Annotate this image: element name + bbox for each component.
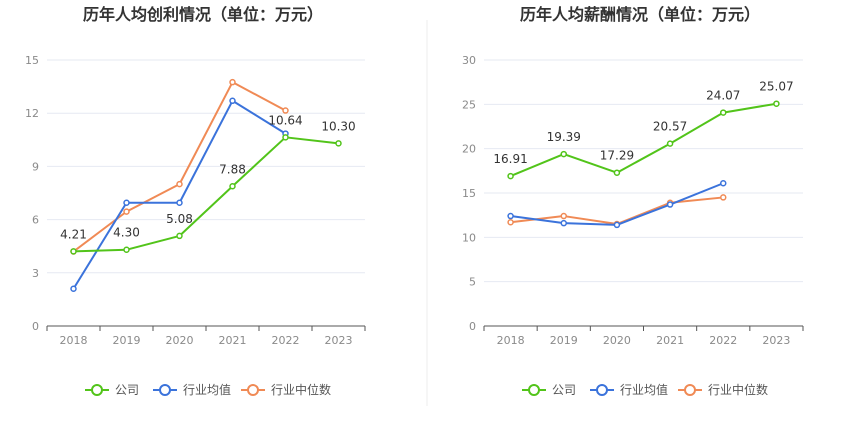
y-tick-label: 9 (32, 160, 39, 173)
chart-panel-2: 历年人均薪酬情况（单位：万元） 0 5 10 15 20 25 30 2018 2019 2020 2… (462, 5, 804, 397)
legend-item-0[interactable]: 公司 (522, 383, 576, 397)
legend-label: 行业均值 (183, 382, 231, 397)
legend-item-2[interactable]: 行业中位数 (678, 382, 768, 397)
data-point (282, 134, 289, 141)
data-point (282, 107, 289, 114)
legend-item-1[interactable]: 行业均值 (153, 382, 231, 397)
data-label: 10.30 (321, 119, 355, 133)
chart-panel-1: 历年人均创利情况（单位：万元） 0 3 6 9 12 15 2018 2019 2020 2021 2… (25, 5, 366, 397)
legend-item-1[interactable]: 行业均值 (590, 382, 668, 397)
data-point (613, 169, 621, 176)
data-point (229, 78, 236, 86)
data-point (123, 208, 130, 215)
x-tick-label: 2020 (166, 334, 194, 347)
data-point (560, 219, 567, 227)
legend-label: 行业中位数 (708, 382, 768, 397)
x-tick-label: 2023 (325, 334, 353, 347)
data-point (666, 201, 674, 208)
data-point (720, 194, 727, 201)
data-point (507, 172, 514, 180)
data-point (560, 150, 567, 158)
legend-label: 公司 (552, 383, 576, 397)
data-point (613, 221, 621, 229)
y-tick-label: 3 (32, 267, 39, 280)
data-point (720, 109, 727, 116)
data-point (176, 180, 183, 188)
data-point (335, 140, 342, 147)
data-point (229, 183, 236, 190)
x-tick-label: 2019 (550, 334, 578, 347)
data-point (176, 232, 183, 240)
y-tick-label: 12 (25, 107, 39, 120)
legend-marker (528, 384, 540, 396)
data-point (773, 100, 780, 107)
data-label: 5.08 (166, 212, 193, 226)
series-line-1 (72, 99, 287, 290)
data-label: 24.07 (706, 89, 740, 103)
x-tick-label: 2023 (762, 334, 790, 347)
x-tick-label: 2022 (709, 334, 737, 347)
series-line-0 (73, 136, 339, 253)
data-label: 17.29 (600, 149, 634, 163)
legend-marker (684, 384, 696, 396)
legend-marker (247, 384, 259, 396)
legend-label: 行业均值 (620, 382, 668, 397)
chart-title: 历年人均薪酬情况（单位：万元） (520, 5, 760, 24)
data-point (70, 285, 77, 293)
x-tick-label: 2020 (603, 334, 631, 347)
data-label: 4.30 (113, 226, 140, 240)
legend-item-2[interactable]: 行业中位数 (241, 382, 331, 397)
y-tick-label: 0 (469, 320, 476, 333)
legend-marker (91, 384, 103, 396)
legend-marker (159, 384, 171, 396)
data-point (507, 212, 514, 220)
y-tick-label: 15 (462, 187, 476, 200)
y-tick-label: 30 (462, 54, 476, 67)
y-tick-label: 25 (462, 98, 476, 111)
legend-marker (596, 384, 608, 396)
data-label: 7.88 (219, 162, 246, 176)
data-point (666, 140, 674, 147)
data-point (176, 199, 183, 207)
data-label: 4.21 (60, 227, 87, 241)
x-tick-label: 2021 (219, 334, 247, 347)
data-point (229, 97, 236, 105)
series-line-0 (510, 102, 777, 177)
y-tick-label: 5 (469, 276, 476, 289)
legend-item-0[interactable]: 公司 (85, 383, 139, 397)
data-label: 16.91 (493, 152, 527, 166)
data-point (720, 179, 727, 187)
y-tick-label: 10 (462, 231, 476, 244)
data-point (70, 248, 77, 255)
data-label: 25.07 (759, 80, 793, 94)
data-point (123, 199, 130, 207)
x-tick-label: 2022 (272, 334, 300, 347)
x-tick-label: 2018 (497, 334, 525, 347)
y-tick-label: 15 (25, 54, 39, 67)
data-label: 10.64 (268, 113, 302, 127)
y-tick-label: 20 (462, 143, 476, 156)
y-tick-label: 0 (32, 320, 39, 333)
data-point (507, 219, 514, 226)
y-tick-label: 6 (32, 214, 39, 227)
x-tick-label: 2021 (656, 334, 684, 347)
data-label: 20.57 (653, 120, 687, 134)
legend-label: 公司 (115, 383, 139, 397)
x-tick-label: 2018 (60, 334, 88, 347)
legend-label: 行业中位数 (271, 382, 331, 397)
x-tick-label: 2019 (113, 334, 141, 347)
data-label: 19.39 (547, 130, 581, 144)
data-point (123, 246, 130, 253)
chart-title: 历年人均创利情况（单位：万元） (83, 5, 323, 24)
data-point (560, 212, 567, 220)
